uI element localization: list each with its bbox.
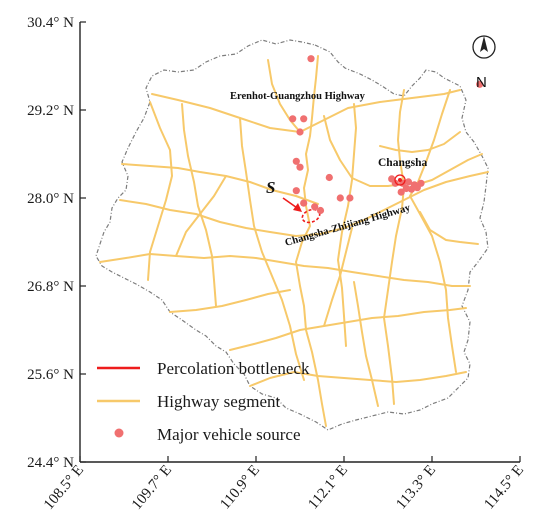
vehicle-sources xyxy=(289,55,484,215)
highway-segment xyxy=(249,371,467,387)
vehicle-source-point xyxy=(325,173,333,182)
vehicle-source-point xyxy=(311,203,319,211)
legend-swatch-source xyxy=(114,428,124,438)
legend-item-bottleneck: Percolation bottleneck xyxy=(97,359,310,378)
highway-segment xyxy=(175,175,227,257)
vehicle-source-point xyxy=(316,206,325,215)
vehicle-source-point xyxy=(476,80,484,88)
y-tick-label: 28.0° N xyxy=(27,191,74,207)
highway-segment xyxy=(411,153,483,187)
highway-segment xyxy=(239,117,305,381)
vehicle-source-point xyxy=(417,179,425,187)
vehicle-source-point xyxy=(346,194,354,202)
highway-segment xyxy=(323,227,353,327)
highway-segment xyxy=(169,289,291,313)
x-tick-label: 114.5° E xyxy=(481,462,527,512)
vehicle-source-point xyxy=(300,115,308,123)
vehicle-source-point xyxy=(296,128,304,136)
compass-icon: N xyxy=(472,35,496,91)
vehicle-source-point xyxy=(296,163,304,171)
vehicle-source-point xyxy=(300,199,308,207)
highway-segment xyxy=(379,131,461,153)
highway-segment xyxy=(267,59,301,133)
x-tick-labels: 108.5° E 109.7° E 110.9° E 112.1° E 113.… xyxy=(41,462,527,513)
highway-segment xyxy=(383,89,405,405)
x-tick-label: 110.9° E xyxy=(217,462,263,512)
highway-segment xyxy=(295,171,489,237)
vehicle-source-point xyxy=(336,194,344,202)
y-tick-label: 24.4° N xyxy=(27,455,74,471)
y-tick-marks xyxy=(80,21,86,463)
vehicle-source-point xyxy=(289,115,297,123)
vehicle-source-point xyxy=(307,55,315,63)
highway-segment xyxy=(119,199,297,237)
highway-label-erenhot-guangzhou: Erenhot-Guangzhou Highway xyxy=(230,91,366,102)
vehicle-source-point xyxy=(391,179,399,187)
vehicle-source-point xyxy=(404,178,413,186)
y-tick-label: 29.2° N xyxy=(27,103,74,119)
legend-label-bottleneck: Percolation bottleneck xyxy=(157,359,310,378)
x-tick-label: 109.7° E xyxy=(129,462,175,513)
city-label-changsha: Changsha xyxy=(378,157,427,169)
highway-network xyxy=(99,55,489,427)
highway-segment xyxy=(229,307,467,351)
highway-segment xyxy=(99,253,471,287)
vehicle-source-point xyxy=(292,187,300,195)
vehicle-source-point xyxy=(402,184,410,193)
legend-item-source: Major vehicle source xyxy=(114,425,301,444)
highway-segment xyxy=(419,211,479,245)
highway-segment xyxy=(151,89,461,133)
y-tick-labels: 30.4° N 29.2° N 28.0° N 26.8° N 25.6° N … xyxy=(27,15,74,471)
highway-segment xyxy=(295,55,327,427)
y-tick-label: 25.6° N xyxy=(27,367,74,383)
highway-segment xyxy=(121,163,319,205)
y-tick-label: 26.8° N xyxy=(27,279,74,295)
x-tick-marks xyxy=(79,456,521,462)
x-tick-label: 113.3° E xyxy=(393,462,439,512)
bottleneck-arrow xyxy=(282,197,302,212)
vehicle-source-point xyxy=(292,157,300,165)
highway-segment xyxy=(337,103,357,347)
legend-item-highway: Highway segment xyxy=(97,392,281,411)
province-border xyxy=(95,39,489,431)
legend-label-highway: Highway segment xyxy=(157,392,281,411)
legend-label-source: Major vehicle source xyxy=(157,425,301,444)
highway-segment xyxy=(181,103,217,307)
y-tick-label: 30.4° N xyxy=(27,15,74,31)
bottleneck-label: S xyxy=(266,178,275,197)
north-label: N xyxy=(476,74,487,91)
highway-segment xyxy=(147,101,173,281)
highway-segment xyxy=(353,281,379,407)
vehicle-source-point xyxy=(397,188,405,196)
city-marker-changsha xyxy=(394,174,406,186)
x-tick-label: 112.1° E xyxy=(305,462,351,512)
legend: Percolation bottleneck Highway segment M… xyxy=(97,359,310,444)
axes xyxy=(79,21,521,463)
